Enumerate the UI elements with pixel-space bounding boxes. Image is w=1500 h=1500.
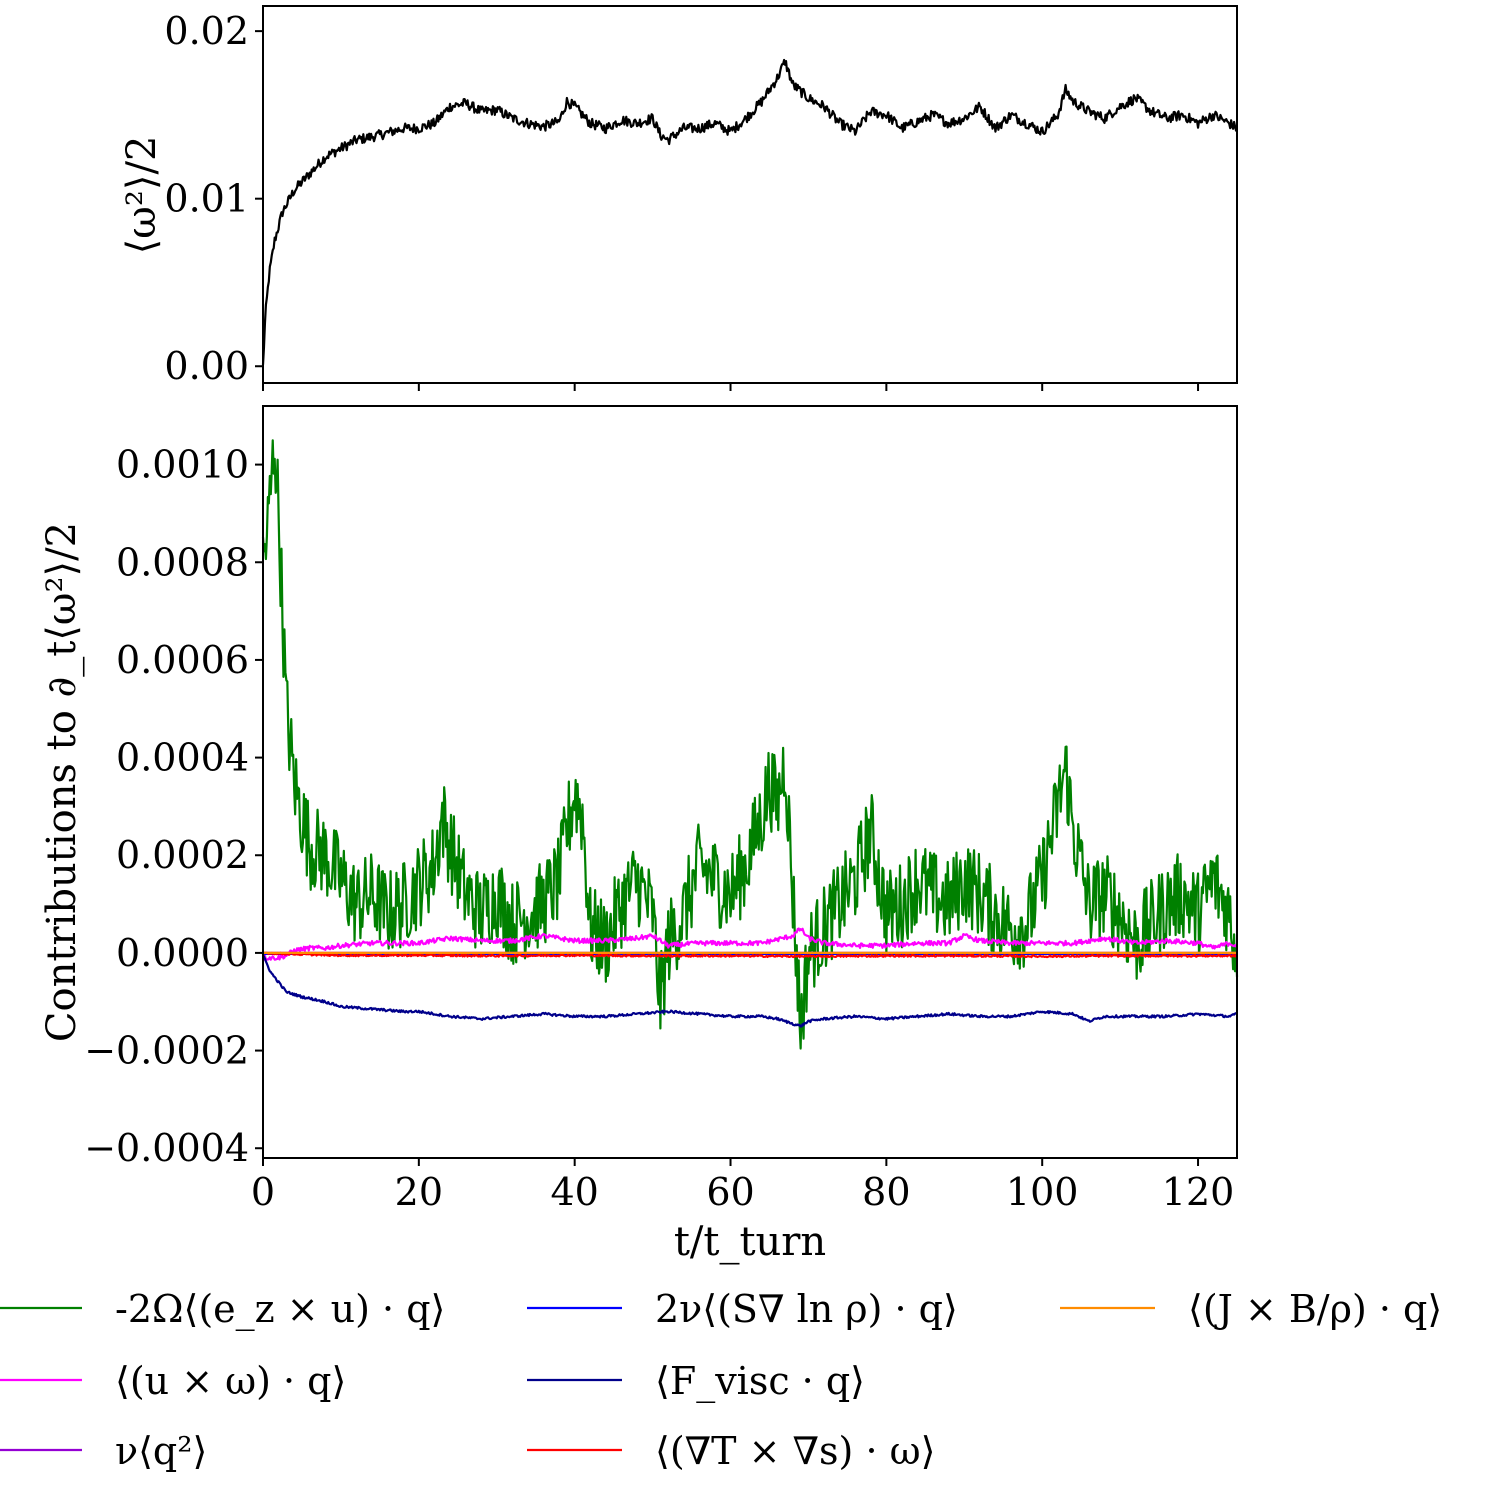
bottom-axes-frame — [262, 405, 1238, 1159]
bottom-y-tick-label: 0.0006 — [116, 638, 249, 682]
legend-label-5: ⟨(∇T × ∇s) · ω⟩ — [655, 1429, 935, 1473]
top-y-axis-label: ⟨ω²⟩/2 — [119, 136, 165, 255]
bottom-series-line-5 — [262, 951, 1238, 959]
legend-label-2: ν⟨q²⟩ — [115, 1429, 207, 1473]
legend-label-6: ⟨(J × B/ρ) · q⟩ — [1188, 1287, 1442, 1331]
bottom-y-tick-label: 0.0008 — [116, 540, 249, 584]
bottom-x-tick-label: 20 — [395, 1170, 443, 1214]
top-series-line-0 — [261, 58, 1238, 365]
top-y-tick-label: 0.01 — [164, 177, 249, 221]
bottom-x-tick-label: 60 — [706, 1170, 754, 1214]
bottom-y-tick-label: 0.0000 — [116, 931, 249, 975]
top-panel: 0.00 0.01 0.02 ⟨ω²⟩/2 — [119, 5, 1238, 391]
legend-label-1: ⟨(u × ω) · q⟩ — [115, 1359, 346, 1403]
bottom-x-tick-label: 120 — [1162, 1170, 1235, 1214]
top-ticks: 0.00 0.01 0.02 — [164, 9, 1200, 391]
bottom-y-tick-label: 0.0004 — [116, 736, 249, 780]
bottom-panel: −0.0004 −0.0002 0.0000 0.0002 0.0004 0.0006 0.… — [39, 405, 1239, 1265]
bottom-y-tick-label: 0.0010 — [116, 443, 249, 487]
x-axis-label: t/t_turn — [674, 1219, 826, 1265]
bottom-x-tick-label: 80 — [862, 1170, 910, 1214]
bottom-x-tick-label: 100 — [1006, 1170, 1079, 1214]
legend-label-3: 2ν⟨(S∇ ln ρ) · q⟩ — [655, 1287, 958, 1331]
top-axes-frame — [262, 5, 1238, 384]
top-plot-area — [261, 58, 1238, 365]
legend-label-4: ⟨F_visc · q⟩ — [655, 1359, 865, 1404]
bottom-plot-area — [261, 439, 1239, 1050]
bottom-y-tick-label: −0.0002 — [84, 1029, 249, 1073]
bottom-y-tick-label: −0.0004 — [84, 1126, 249, 1170]
bottom-x-tick-label: 0 — [251, 1170, 275, 1214]
bottom-ticks: −0.0004 −0.0002 0.0000 0.0002 0.0004 0.0006 0.… — [84, 443, 1234, 1214]
bottom-x-tick-label: 40 — [551, 1170, 599, 1214]
bottom-y-tick-label: 0.0002 — [116, 833, 249, 877]
legend: -2Ω⟨(e_z × u) · q⟩ ⟨(u × ω) · q⟩ ν⟨q²⟩ 2ν⟨(… — [0, 1287, 1442, 1473]
top-y-tick-label: 0.02 — [164, 9, 249, 53]
bottom-series-line-4 — [262, 954, 1238, 1028]
bottom-y-axis-label: Contributions to ∂_t⟨ω²⟩/2 — [39, 522, 85, 1042]
legend-label-0: -2Ω⟨(e_z × u) · q⟩ — [115, 1287, 445, 1332]
bottom-series-line-1 — [262, 927, 1238, 961]
top-y-tick-label: 0.00 — [164, 344, 249, 388]
bottom-series-line-0 — [261, 439, 1239, 1050]
